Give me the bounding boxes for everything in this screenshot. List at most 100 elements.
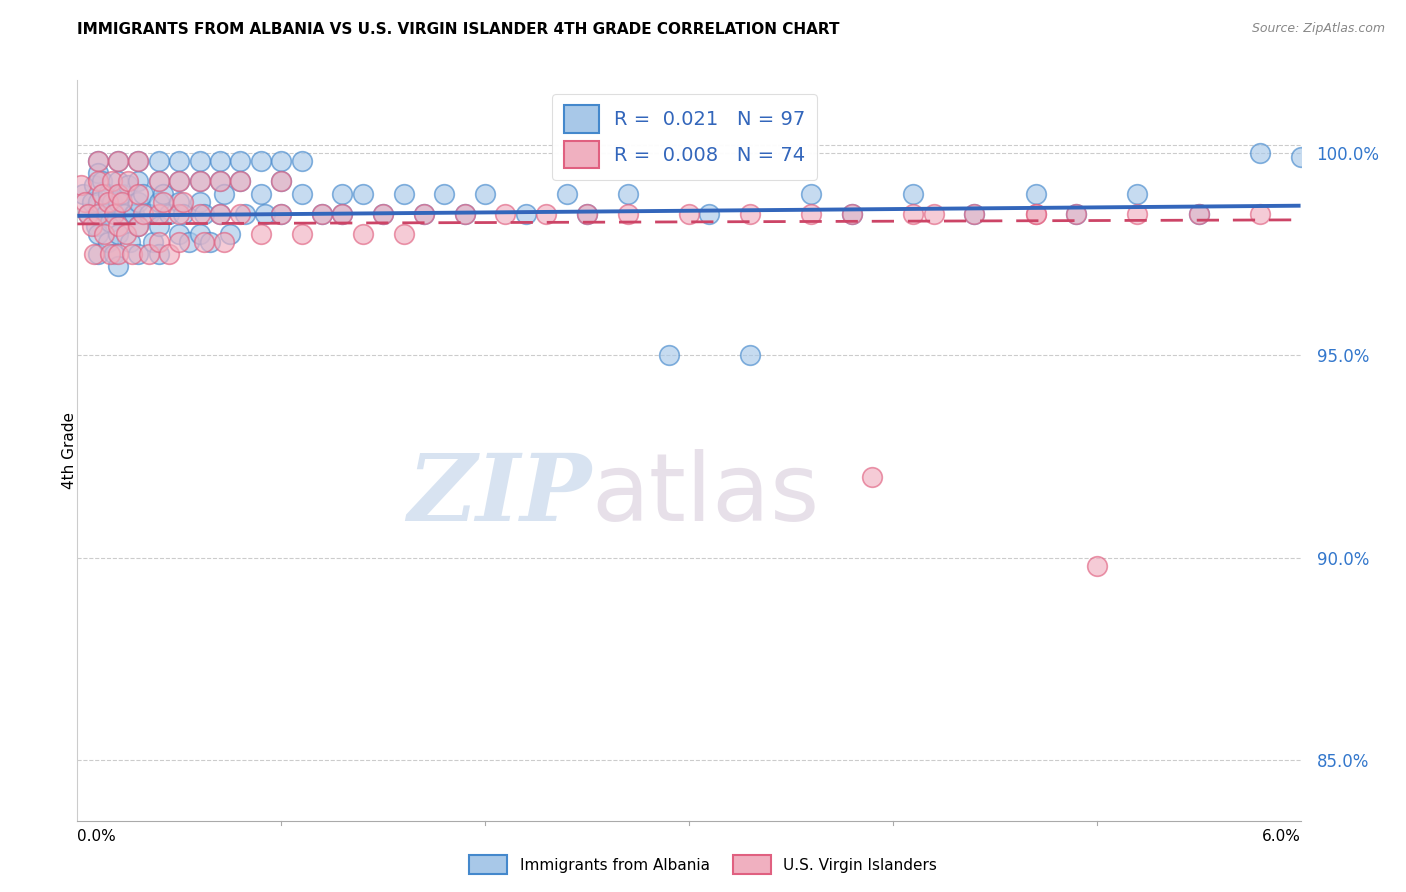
Point [903,186,925,201]
Point [311,207,333,221]
Point [107,174,129,188]
Point [311,207,333,221]
Point [148,194,170,209]
Point [332,207,354,221]
Point [800,207,823,221]
Point [454,207,477,221]
Point [128,247,150,261]
Point [107,186,129,201]
Point [699,207,721,221]
Point [169,227,191,241]
Point [97,235,120,249]
Point [87,207,110,221]
Point [84,219,107,233]
Point [169,207,191,221]
Point [93,227,115,241]
Point [1025,207,1047,221]
Point [212,235,235,249]
Point [740,348,762,362]
Point [128,154,150,169]
Point [1126,207,1149,221]
Point [128,219,150,233]
Point [148,154,170,169]
Point [474,186,496,201]
Point [413,207,436,221]
Point [229,154,252,169]
Point [291,154,314,169]
Text: IMMIGRANTS FROM ALBANIA VS U.S. VIRGIN ISLANDER 4TH GRADE CORRELATION CHART: IMMIGRANTS FROM ALBANIA VS U.S. VIRGIN I… [77,22,839,37]
Point [107,154,129,169]
Point [124,207,146,221]
Point [209,174,232,188]
Point [76,207,98,221]
Point [555,186,578,201]
Point [188,174,211,188]
Point [87,194,110,209]
Point [229,174,252,188]
Point [1249,207,1271,221]
Point [94,207,117,221]
Point [97,186,120,201]
Point [76,207,98,221]
Point [169,174,191,188]
Point [80,194,103,209]
Point [352,186,374,201]
Point [270,174,292,188]
Point [115,227,138,241]
Point [148,174,170,188]
Point [1188,207,1211,221]
Point [131,207,153,221]
Legend: Immigrants from Albania, U.S. Virgin Islanders: Immigrants from Albania, U.S. Virgin Isl… [463,849,943,880]
Point [253,207,276,221]
Text: atlas: atlas [591,449,820,541]
Point [148,247,170,261]
Point [193,207,215,221]
Point [229,207,252,221]
Point [576,207,599,221]
Point [121,247,143,261]
Text: Source: ZipAtlas.com: Source: ZipAtlas.com [1251,22,1385,36]
Text: 4th Grade: 4th Grade [62,412,77,489]
Point [107,227,129,241]
Point [87,154,110,169]
Point [862,469,884,483]
Point [233,207,256,221]
Point [157,207,180,221]
Point [87,166,110,180]
Point [193,235,215,249]
Point [83,178,105,193]
Point [392,186,415,201]
Point [87,227,110,241]
Point [87,247,110,261]
Point [617,186,640,201]
Point [98,215,121,229]
Point [128,194,150,209]
Point [250,227,273,241]
Point [97,194,120,209]
Point [90,174,112,188]
Legend: R =  0.021   N = 97, R =  0.008   N = 74: R = 0.021 N = 97, R = 0.008 N = 74 [553,94,817,180]
Point [169,235,191,249]
Point [70,178,93,193]
Point [148,207,170,221]
Point [107,260,129,274]
Point [152,186,174,201]
Point [536,207,558,221]
Point [1188,207,1211,221]
Point [250,186,273,201]
Point [1085,558,1108,573]
Point [98,247,121,261]
Point [515,207,537,221]
Point [128,219,150,233]
Point [270,207,292,221]
Point [392,227,415,241]
Point [172,194,194,209]
Text: 6.0%: 6.0% [1261,829,1301,844]
Point [107,219,129,233]
Point [111,194,134,209]
Point [291,227,314,241]
Point [433,186,456,201]
Point [617,207,640,221]
Point [209,154,232,169]
Point [841,207,863,221]
